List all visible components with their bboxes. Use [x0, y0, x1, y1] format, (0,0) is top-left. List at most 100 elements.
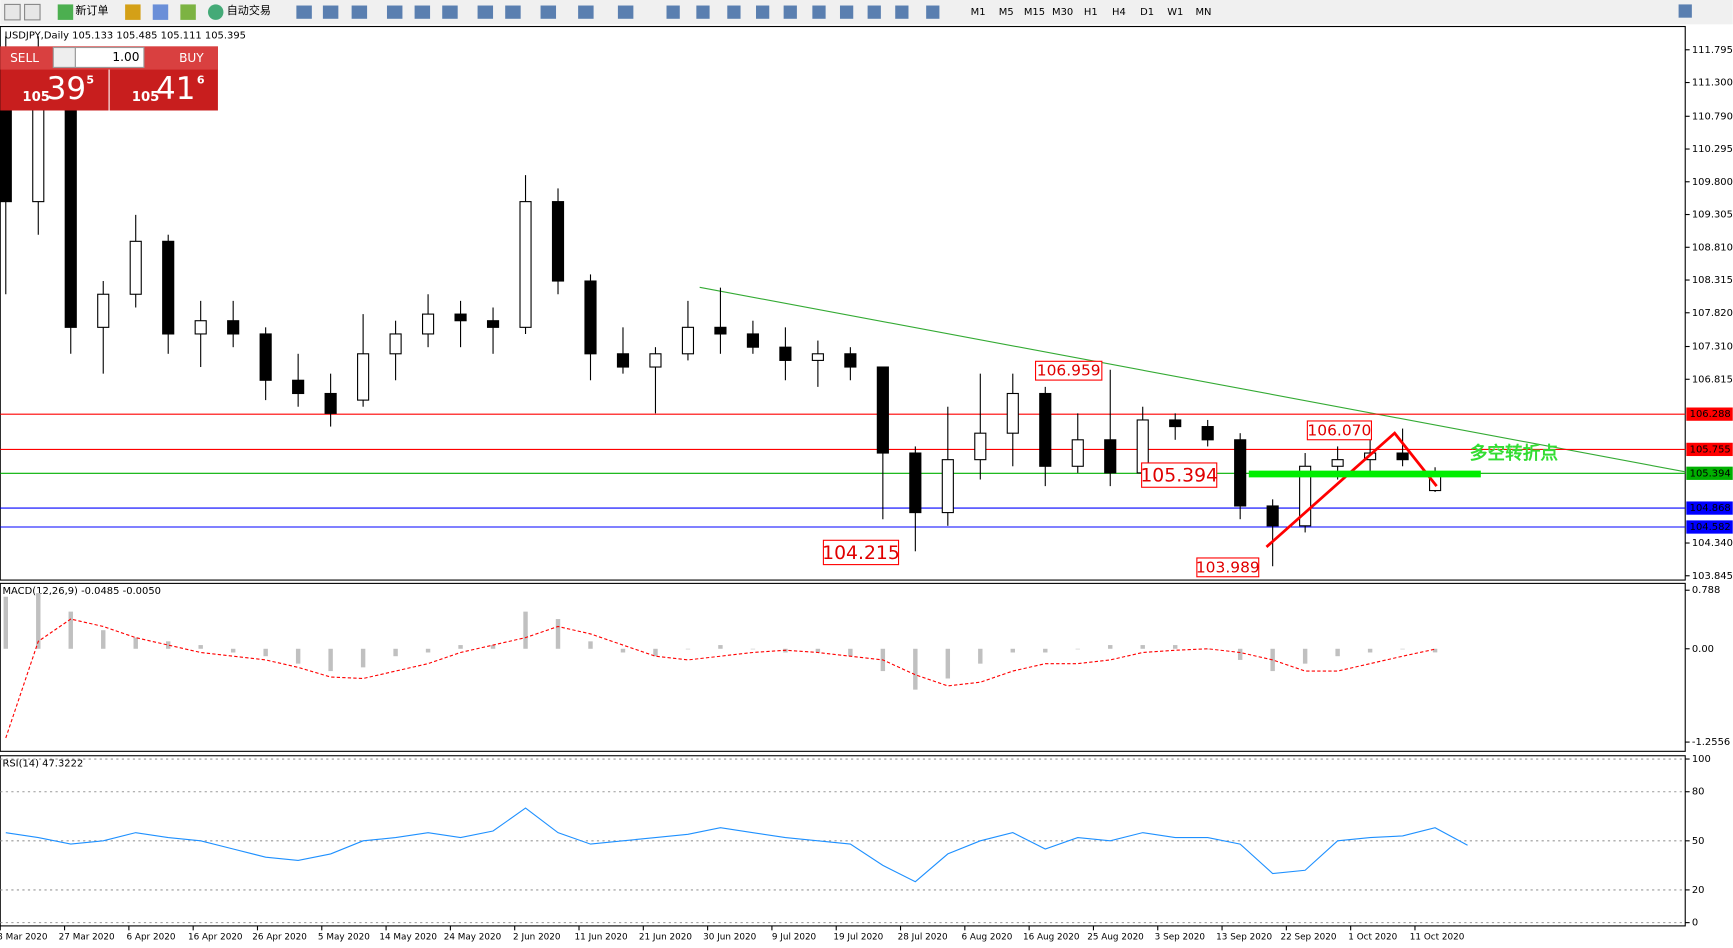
timeframe[interactable]: M15 — [1024, 7, 1045, 18]
auto-trading[interactable]: 自动交易 — [227, 3, 271, 17]
chart-title: MACD(12,26,9) -0.0485 -0.0050 — [2, 586, 161, 597]
macd-bar — [165, 641, 171, 649]
buy-button[interactable]: BUY — [179, 51, 204, 65]
macd-bar — [133, 637, 138, 649]
macd-bar — [945, 648, 951, 679]
level-label: 104.582 — [1690, 522, 1731, 533]
new-order[interactable]: 新订单 — [75, 3, 108, 17]
y-tick-label: 109.800 — [1692, 177, 1733, 188]
icon[interactable] — [322, 5, 339, 19]
macd-bar — [1335, 648, 1340, 657]
icon[interactable] — [125, 4, 141, 20]
icon[interactable] — [696, 5, 710, 19]
macd-bar — [750, 648, 756, 650]
icon[interactable] — [351, 5, 368, 19]
icon[interactable] — [540, 5, 557, 19]
candle-body — [844, 353, 857, 368]
icon[interactable] — [783, 5, 797, 19]
timeframe[interactable]: W1 — [1167, 7, 1183, 18]
icon[interactable] — [617, 5, 634, 19]
macd-bar — [425, 648, 431, 653]
candle-body — [97, 293, 110, 328]
label-box — [822, 539, 900, 566]
y-tick-label: 109.305 — [1692, 210, 1733, 221]
macd-bar — [1140, 645, 1145, 649]
icon[interactable] — [756, 5, 770, 19]
x-tick-label: 5 May 2020 — [318, 932, 370, 942]
icon[interactable] — [895, 5, 909, 19]
macd-bar — [263, 648, 268, 657]
icon[interactable] — [477, 5, 494, 19]
icon[interactable] — [666, 5, 680, 19]
candle-body — [876, 366, 889, 454]
macd-bar — [36, 593, 41, 649]
candle-body — [1201, 426, 1214, 441]
x-tick-label: 28 Jul 2020 — [898, 932, 948, 942]
x-tick-label: 9 Jul 2020 — [772, 932, 817, 942]
buy-price-digits[interactable]: 41 — [156, 71, 195, 107]
level-label: 105.755 — [1690, 444, 1731, 455]
icon[interactable] — [207, 4, 224, 20]
y-tick-label: 108.315 — [1692, 275, 1733, 286]
timeframe[interactable]: H4 — [1112, 7, 1126, 18]
macd-bar — [1302, 648, 1308, 664]
x-tick-label: 2 Jun 2020 — [513, 932, 561, 942]
sell-price-big[interactable]: 105 — [22, 90, 50, 105]
search[interactable] — [1678, 4, 1692, 18]
y-tick-label: 50 — [1692, 836, 1705, 847]
macd-pane — [0, 582, 1686, 752]
icon[interactable] — [24, 3, 41, 21]
candle-body — [909, 452, 922, 514]
rsi-line — [5, 807, 1468, 883]
timeframe[interactable]: M30 — [1052, 7, 1073, 18]
y-tick-label: 111.300 — [1692, 78, 1733, 89]
macd-bar — [1043, 648, 1048, 653]
candle-body — [454, 313, 467, 322]
sell-price-pip[interactable]: 5 — [86, 74, 94, 87]
annotation: 103.989 — [1196, 558, 1260, 576]
lot-input[interactable] — [74, 46, 145, 68]
icon[interactable] — [867, 5, 881, 19]
icon[interactable] — [4, 3, 21, 21]
icon[interactable] — [812, 5, 826, 19]
y-tick-label: 108.810 — [1692, 242, 1733, 253]
icon[interactable] — [578, 5, 594, 19]
candle-body — [357, 353, 370, 401]
icon[interactable] — [926, 5, 940, 19]
macd-bar — [1432, 648, 1438, 653]
candle-body — [551, 201, 565, 282]
x-tick-label: 22 Sep 2020 — [1280, 932, 1336, 942]
icon[interactable] — [414, 5, 431, 19]
annotation: 104.215 — [822, 543, 900, 564]
icon[interactable] — [152, 4, 169, 20]
x-tick-label: 14 May 2020 — [379, 932, 437, 942]
x-tick-label: 6 Aug 2020 — [961, 932, 1012, 942]
icon[interactable] — [839, 5, 854, 19]
macd-bar — [295, 648, 301, 664]
icon[interactable] — [442, 5, 458, 19]
icon[interactable] — [57, 4, 74, 20]
candle-body — [259, 333, 272, 381]
icon[interactable] — [505, 5, 521, 19]
candle-body — [129, 240, 142, 295]
buy-price-big[interactable]: 105 — [132, 90, 160, 105]
sell-price-digits[interactable]: 39 — [47, 71, 86, 107]
timeframe[interactable]: H1 — [1084, 7, 1098, 18]
icon[interactable] — [296, 5, 312, 19]
icon[interactable] — [727, 5, 741, 19]
x-tick-label: 8 Mar 2020 — [0, 932, 48, 942]
lots[interactable]: 1.00 — [112, 50, 139, 64]
timeframe[interactable]: M1 — [971, 7, 986, 18]
icon[interactable] — [386, 5, 403, 19]
timeframe[interactable]: MN — [1195, 7, 1211, 18]
macd-bar — [913, 648, 918, 690]
timeframe[interactable]: D1 — [1140, 7, 1154, 18]
main-pane — [0, 25, 1686, 581]
y-tick-label: 0.00 — [1692, 644, 1714, 655]
icon[interactable] — [180, 4, 196, 20]
buy-price-pip[interactable]: 6 — [197, 74, 205, 87]
lot-down[interactable] — [52, 46, 76, 68]
sell-button[interactable]: SELL — [10, 51, 39, 65]
candle-body — [324, 392, 337, 414]
timeframe[interactable]: M5 — [999, 7, 1014, 18]
